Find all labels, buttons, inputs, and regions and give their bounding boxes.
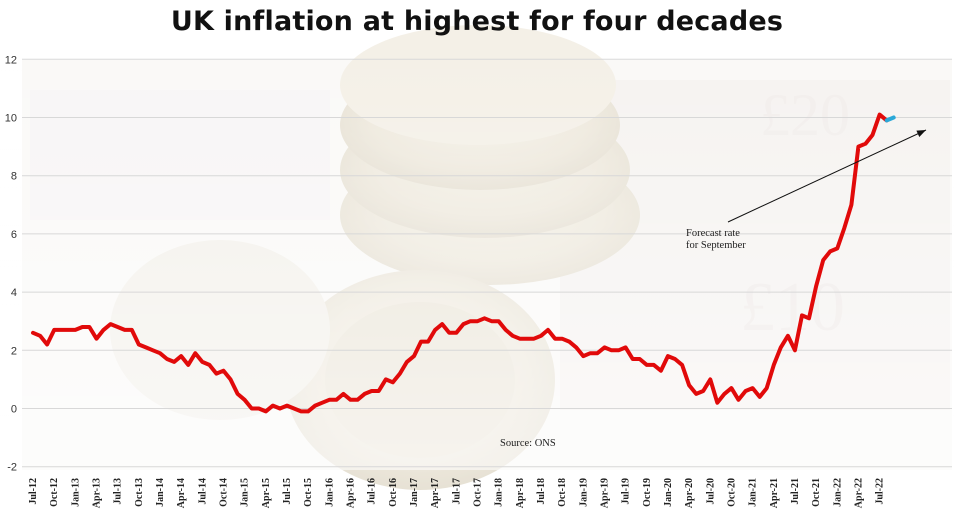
x-tick-label: Jul-22 bbox=[875, 478, 886, 505]
x-tick-label: Apr-16 bbox=[345, 478, 356, 508]
x-tick-label: Jan-14 bbox=[155, 478, 166, 507]
y-tick-label: 6 bbox=[11, 229, 17, 241]
x-tick-label: Jul-15 bbox=[282, 478, 293, 505]
y-tick-label: 0 bbox=[11, 404, 17, 416]
annotation-arrow bbox=[727, 129, 927, 223]
y-tick-label: 2 bbox=[11, 345, 17, 357]
y-tick-label: 4 bbox=[11, 287, 17, 299]
x-tick-label: Jan-19 bbox=[578, 478, 589, 507]
x-tick-label: Jan-17 bbox=[409, 478, 420, 507]
gridlines bbox=[22, 58, 952, 468]
x-tick-label: Apr-21 bbox=[769, 478, 780, 508]
x-tick-label: Jan-15 bbox=[240, 478, 251, 507]
y-tick-label: 8 bbox=[11, 171, 17, 183]
y-tick-label: -2 bbox=[7, 462, 17, 474]
x-tick-label: Apr-15 bbox=[261, 478, 272, 508]
x-tick-label: Jul-18 bbox=[536, 478, 547, 505]
x-tick-label: Jul-19 bbox=[621, 478, 632, 505]
x-tick-label: Oct-20 bbox=[726, 478, 737, 507]
chart-source: Source: ONS bbox=[500, 438, 556, 449]
x-tick-label: Jul-14 bbox=[197, 478, 208, 505]
x-tick-label: Oct-13 bbox=[134, 478, 145, 507]
y-tick-label: 12 bbox=[5, 54, 17, 66]
y-axis-tick-labels: -2 0 2 4 6 8 10 12 bbox=[5, 54, 17, 473]
x-tick-label: Apr-17 bbox=[430, 478, 441, 508]
x-tick-label: Apr-14 bbox=[176, 478, 187, 508]
x-tick-label: Jul-20 bbox=[705, 478, 716, 505]
annotation-arrowhead bbox=[916, 130, 926, 137]
inflation-actual-line bbox=[31, 112, 889, 414]
annotation-line-1: Forecast rate bbox=[686, 228, 740, 239]
x-tick-label: Oct-15 bbox=[303, 478, 314, 507]
x-tick-label: Jul-12 bbox=[28, 478, 39, 505]
x-tick-label: Oct-17 bbox=[472, 478, 483, 507]
x-tick-label: Oct-16 bbox=[388, 478, 399, 507]
x-tick-label: Apr-13 bbox=[91, 478, 102, 508]
x-tick-label: Jul-13 bbox=[113, 478, 124, 505]
inflation-forecast-line bbox=[884, 115, 896, 123]
annotation-line-2: for September bbox=[686, 240, 746, 251]
x-tick-label: Jan-21 bbox=[748, 478, 759, 507]
x-tick-label: Jul-21 bbox=[790, 478, 801, 505]
x-tick-label: Apr-22 bbox=[853, 478, 864, 508]
y-tick-label: 10 bbox=[5, 113, 17, 125]
x-tick-label: Apr-20 bbox=[684, 478, 695, 508]
x-axis-tick-labels: Jul-12 Oct-12 Jan-13 Apr-13 Jul-13 Oct-13 Jan-… bbox=[28, 478, 886, 508]
x-tick-label: Oct-18 bbox=[557, 478, 568, 507]
coin-background-image: £10 £20 bbox=[0, 25, 954, 490]
chart-title: UK inflation at highest for four decades bbox=[170, 6, 784, 37]
x-tick-label: Apr-19 bbox=[599, 478, 610, 508]
x-tick-label: Oct-19 bbox=[642, 478, 653, 507]
x-tick-label: Oct-12 bbox=[49, 478, 60, 507]
x-tick-label: Oct-14 bbox=[218, 478, 229, 507]
x-tick-label: Jan-18 bbox=[494, 478, 505, 507]
x-tick-label: Jan-13 bbox=[70, 478, 81, 507]
x-tick-label: Oct-21 bbox=[811, 478, 822, 507]
x-tick-label: Apr-18 bbox=[515, 478, 526, 508]
x-tick-label: Jan-22 bbox=[832, 478, 843, 507]
x-tick-label: Jan-16 bbox=[324, 478, 335, 507]
x-tick-label: Jul-16 bbox=[367, 478, 378, 505]
x-tick-label: Jul-17 bbox=[451, 478, 462, 505]
forecast-annotation: Forecast rate for September bbox=[686, 129, 927, 251]
x-tick-label: Jan-20 bbox=[663, 478, 674, 507]
